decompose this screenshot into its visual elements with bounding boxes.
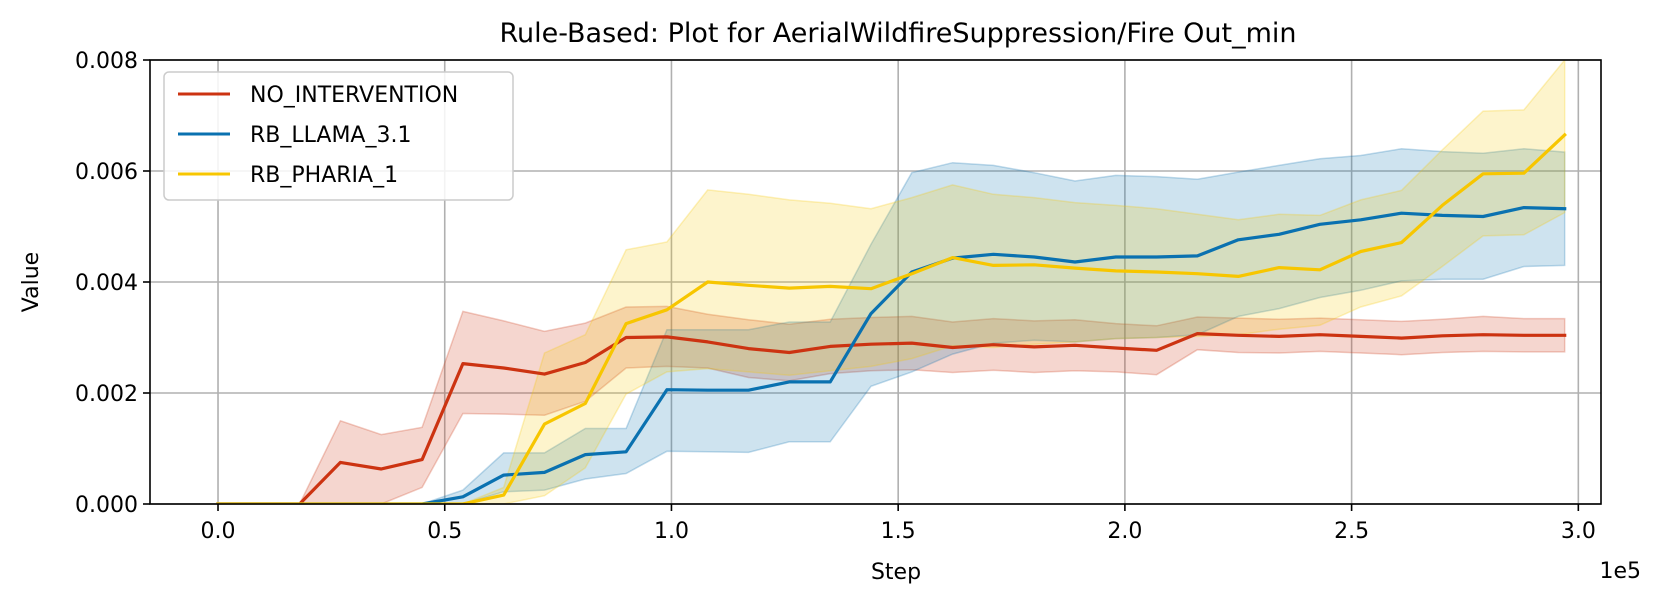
series-lines [216, 132, 1567, 504]
x-tick-label: 3.0 [1561, 519, 1596, 544]
line-no-intervention [216, 332, 1567, 504]
legend: NO_INTERVENTION RB_LLAMA_3.1 RB_PHARIA_1 [163, 71, 514, 201]
legend-label-rb-llama: RB_LLAMA_3.1 [250, 123, 411, 148]
y-tick-label: 0.000 [75, 493, 138, 518]
legend-box [163, 71, 514, 201]
y-tick-label: 0.002 [75, 382, 138, 407]
x-tick-label: 2.0 [1107, 519, 1142, 544]
y-axis-title: Value [19, 252, 44, 312]
legend-label-rb-pharia: RB_PHARIA_1 [250, 163, 398, 188]
line-rb-llama-3-1 [216, 206, 1567, 504]
x-tick-label: 1.0 [654, 519, 689, 544]
y-tick-label: 0.004 [75, 271, 138, 296]
y-tick-label: 0.008 [75, 49, 138, 74]
axis-ticks: 0.0 0.5 1.0 1.5 2.0 2.5 3.0 0.000 0.002 0.004 0.00… [75, 49, 1596, 544]
legend-label-no-intervention: NO_INTERVENTION [250, 83, 458, 108]
x-tick-label: 1.5 [881, 519, 916, 544]
x-tick-label: 0.0 [201, 519, 236, 544]
x-axis-offset-label: 1e5 [1599, 559, 1641, 584]
x-axis-title: Step [871, 560, 921, 585]
x-tick-label: 2.5 [1334, 519, 1369, 544]
line-rb-pharia-1 [216, 132, 1567, 504]
chart-title: Rule-Based: Plot for AerialWildfireSuppr… [499, 18, 1296, 49]
x-tick-label: 0.5 [427, 519, 462, 544]
y-tick-label: 0.006 [75, 160, 138, 185]
